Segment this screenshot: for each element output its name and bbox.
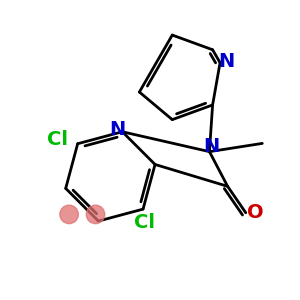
Text: N: N [218,52,234,70]
Text: Cl: Cl [134,214,155,232]
Circle shape [60,205,78,224]
Text: N: N [203,137,219,156]
Circle shape [86,205,105,224]
Text: O: O [247,203,263,222]
Text: N: N [109,120,125,139]
Text: Cl: Cl [47,130,68,149]
